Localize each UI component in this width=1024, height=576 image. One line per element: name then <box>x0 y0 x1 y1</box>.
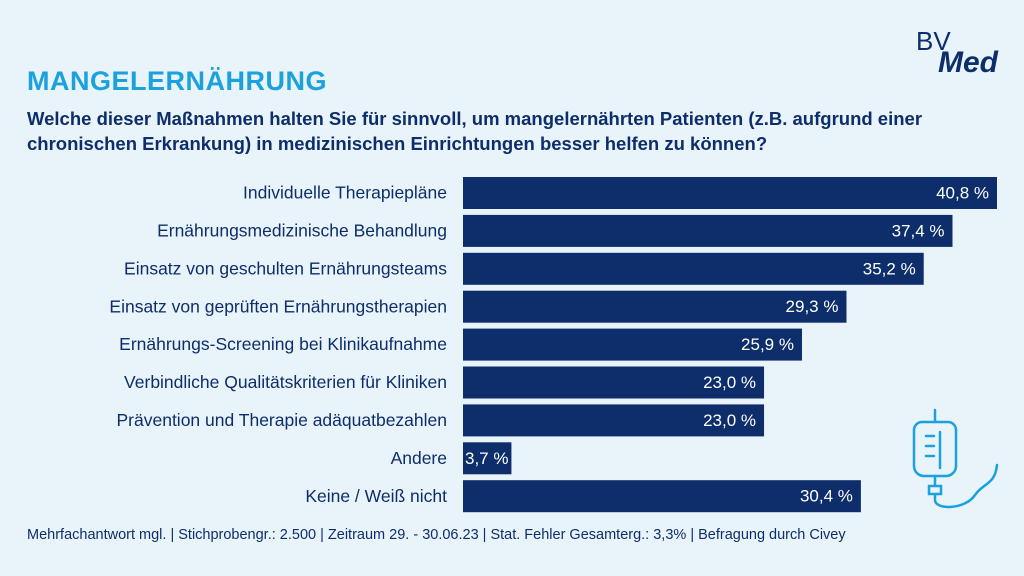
logo-text: BV <box>916 26 951 56</box>
bar <box>463 252 924 285</box>
category-label: Prävention und Therapie adäquatbezahlen <box>117 410 448 430</box>
value-label: 23,0 % <box>703 373 756 392</box>
category-label: Ernährungsmedizinische Behandlung <box>157 221 447 241</box>
bar <box>463 328 802 361</box>
category-label: Andere <box>391 448 447 468</box>
iv-bag-icon <box>912 408 999 509</box>
value-label: 29,3 % <box>786 297 839 316</box>
logo-text: Med <box>938 46 998 79</box>
category-label: Ernährungs-Screening bei Klinikaufnahme <box>119 334 447 354</box>
bar <box>463 404 765 437</box>
bar <box>463 442 512 475</box>
bar <box>463 177 997 209</box>
value-label: 25,9 % <box>741 335 794 354</box>
value-label: 30,4 % <box>800 487 853 506</box>
logo: BV Med <box>916 24 998 80</box>
category-label: Einsatz von geschulten Ernährungsteams <box>124 258 447 278</box>
bar <box>463 366 765 399</box>
category-label: Verbindliche Qualitätskriterien für Klin… <box>124 372 447 392</box>
category-label: Keine / Weiß nicht <box>305 486 447 506</box>
bar <box>463 214 953 247</box>
value-label: 40,8 % <box>936 183 989 202</box>
bar <box>463 290 847 323</box>
category-label: Einsatz von geprüften Ernährungstherapie… <box>109 296 447 316</box>
category-label: Individuelle Therapiepläne <box>243 183 447 203</box>
chart-title: MANGELERNÄHRUNG <box>27 66 327 96</box>
value-label: 23,0 % <box>703 411 756 430</box>
value-label: 3,7 % <box>465 449 508 468</box>
value-label: 35,2 % <box>863 259 916 278</box>
footnote: Mehrfachantwort mgl. | Stichprobengr.: 2… <box>27 527 846 543</box>
value-label: 37,4 % <box>892 221 945 240</box>
chart-subtitle: Welche dieser Maßnahmen halten Sie für s… <box>27 108 923 154</box>
bar <box>463 480 861 513</box>
